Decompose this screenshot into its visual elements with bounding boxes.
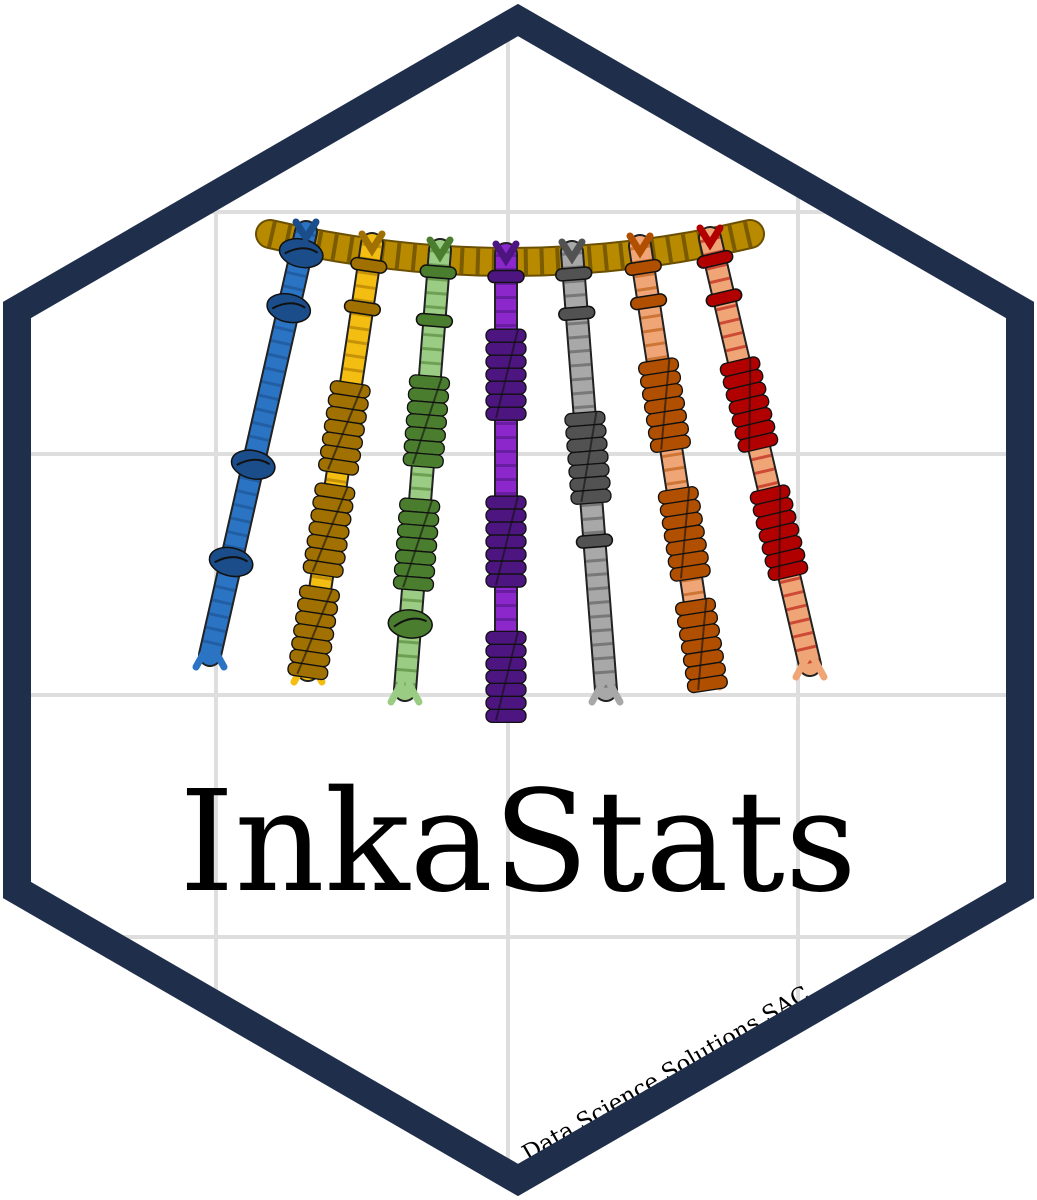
quipu-knot [674, 597, 728, 694]
quipu-knot [558, 305, 596, 321]
quipu-cord-green [387, 236, 457, 706]
quipu-knot [575, 533, 614, 549]
quipu-knot [392, 497, 441, 592]
quipu-knot [208, 546, 254, 578]
quipu-knot [485, 495, 527, 588]
quipu-knot [629, 293, 668, 311]
quipu-knot [278, 237, 324, 269]
quipu-knot [485, 328, 527, 421]
quipu-knot [302, 482, 356, 578]
quipu-knot [624, 258, 662, 277]
quipu-knot [696, 249, 734, 269]
quipu-cord-blue [192, 218, 324, 671]
quipu-knot [287, 584, 341, 681]
quipu-cord-gray [554, 238, 624, 706]
quipu-knot [230, 449, 276, 480]
quipu-icon [192, 218, 828, 723]
quipu-knot [564, 410, 612, 505]
quipu-knot [487, 269, 525, 284]
quipu-cord-orange [624, 232, 728, 694]
quipu-knot [637, 357, 691, 453]
quipu-knot [554, 266, 593, 282]
quipu-knot [719, 356, 779, 453]
hex-background [17, 20, 1020, 1180]
quipu-cord-gold [287, 230, 388, 686]
quipu-knot [318, 380, 371, 476]
quipu-knot [705, 288, 743, 308]
quipu-knot [749, 484, 809, 581]
quipu-knot [343, 299, 382, 317]
quipu-cord-red [696, 224, 828, 681]
quipu-knot [485, 630, 527, 723]
quipu-knot [419, 264, 457, 280]
quipu-knot [657, 486, 711, 582]
quipu-knot [266, 292, 312, 324]
quipu-knot [402, 374, 451, 469]
quipu-cord-purple [485, 240, 527, 723]
quipu-knot [415, 312, 454, 329]
quipu-knot [387, 609, 433, 639]
hex-border [3, 3, 1034, 1197]
sticker-title: InkaStats [179, 761, 857, 924]
quipu-knot [350, 256, 388, 274]
